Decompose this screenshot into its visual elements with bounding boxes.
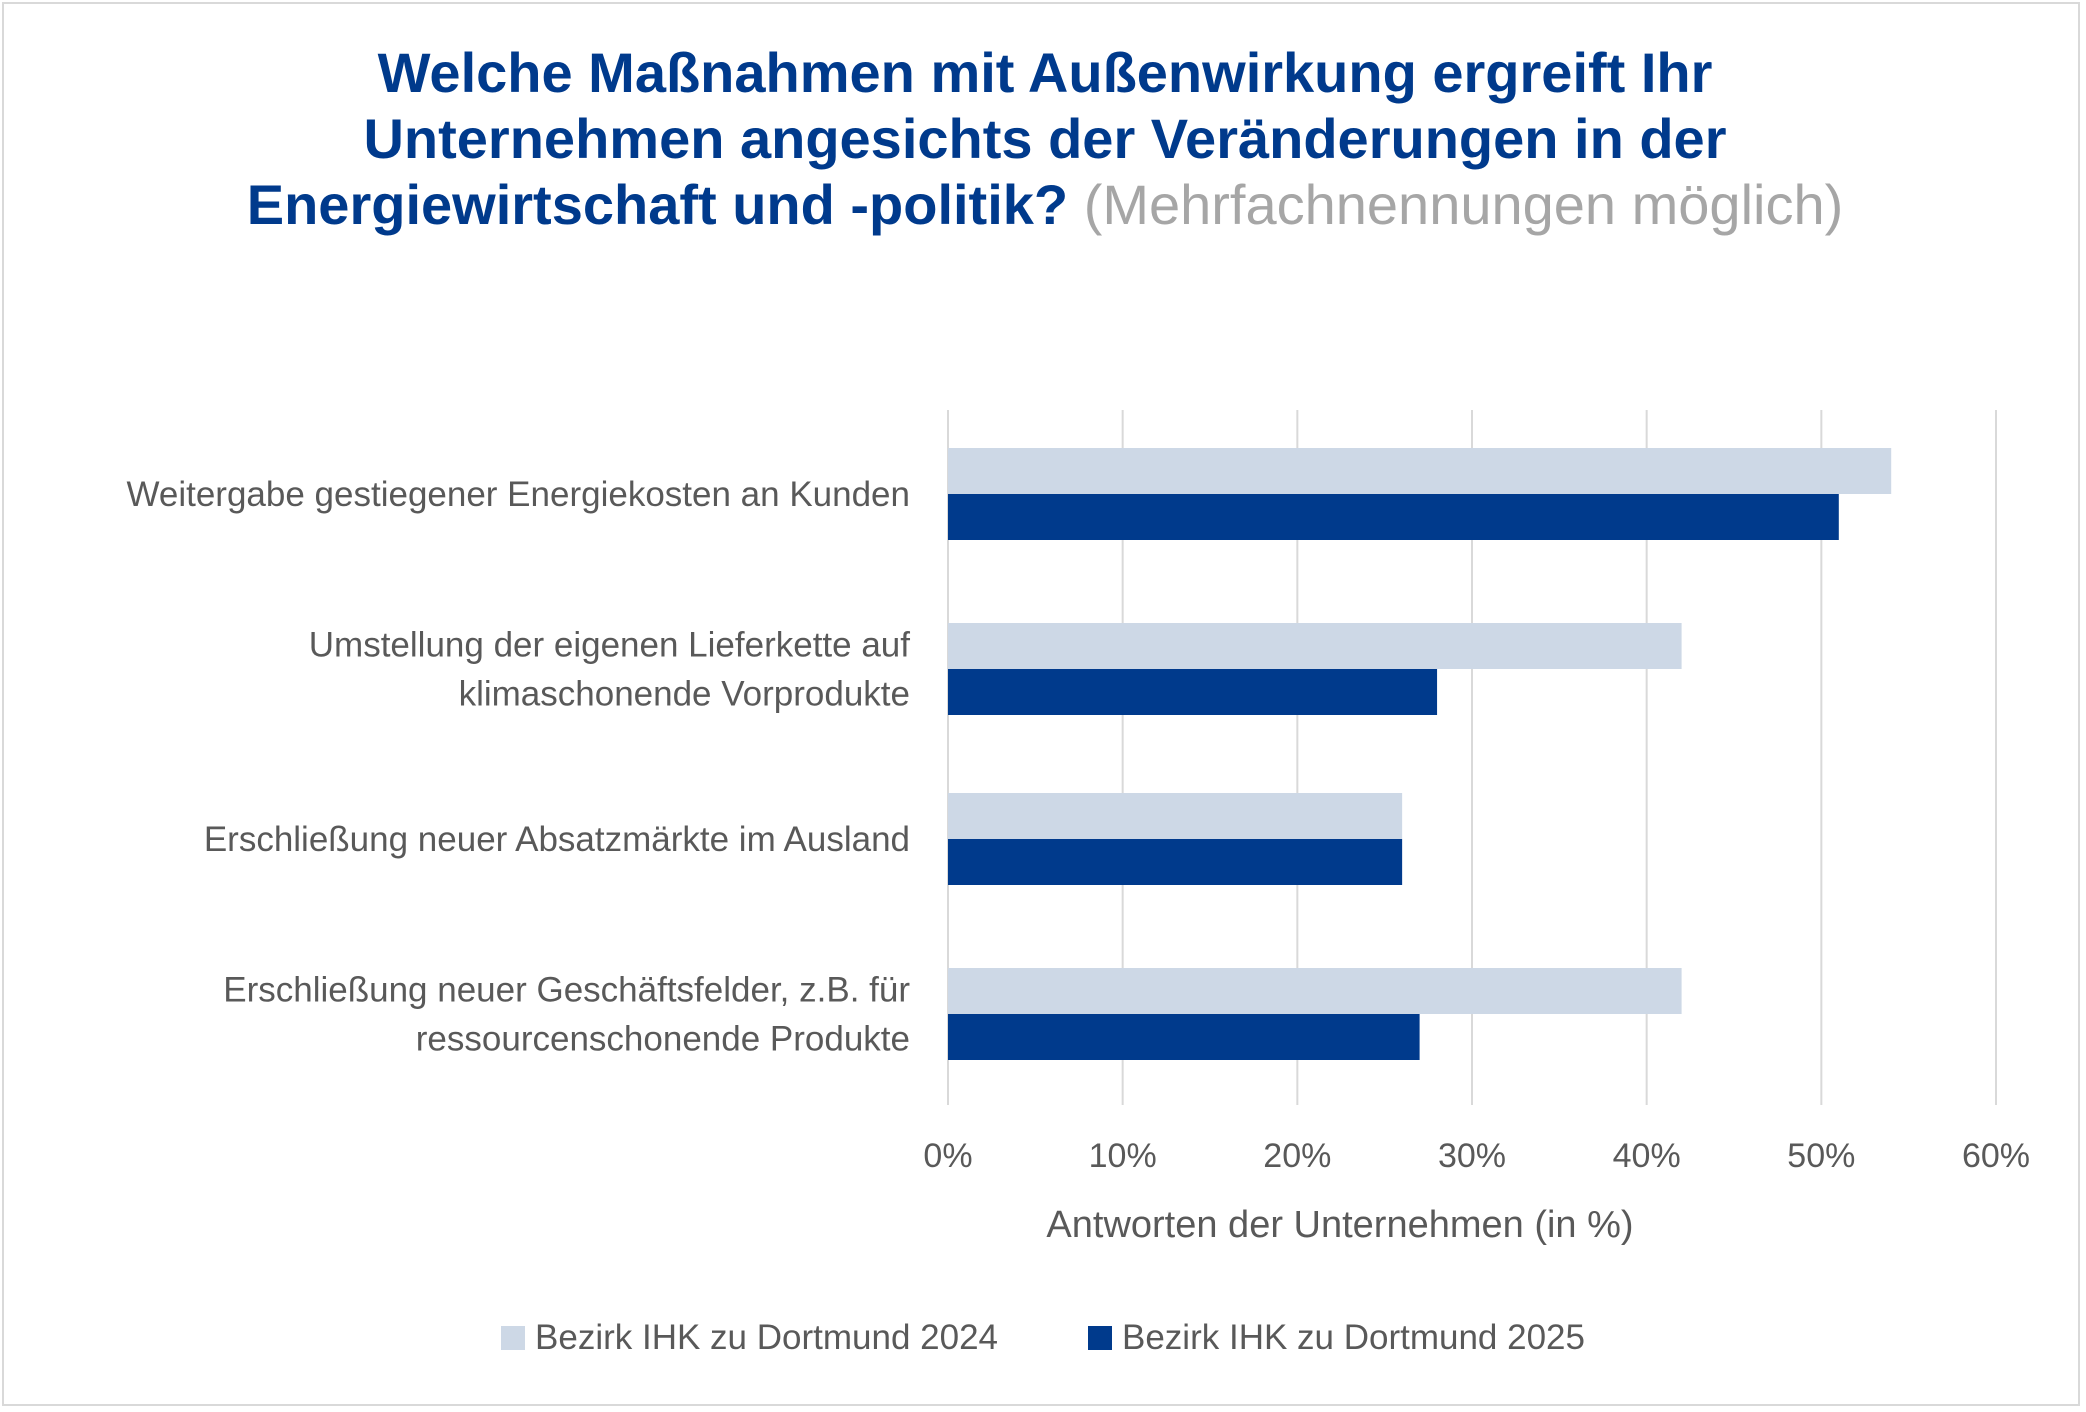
legend-item-2025[interactable]: Bezirk IHK zu Dortmund 2025: [1088, 1318, 1585, 1358]
bar-2024-3: [948, 968, 1682, 1014]
legend-label-2024: Bezirk IHK zu Dortmund 2024: [535, 1318, 998, 1357]
category-label-1-1: klimaschonende Vorprodukte: [459, 675, 910, 714]
x-tick-label-1: 10%: [1089, 1137, 1157, 1175]
bar-2025-2: [948, 839, 1403, 885]
category-label-3-1: ressourcenschonende Produkte: [416, 1020, 910, 1059]
x-tick-label-0: 0%: [923, 1137, 972, 1175]
category-label-0-0: Weitergabe gestiegener Energiekosten an …: [126, 475, 910, 514]
chart-subtitle: (Mehrfachnennungen möglich): [1083, 173, 1844, 236]
bar-2024-0: [948, 448, 1892, 494]
x-tick-label-5: 50%: [1787, 1137, 1855, 1175]
chart-title-main: Welche Maßnahmen mit Außenwirkung ergrei…: [246, 41, 1727, 236]
x-tick-label-2: 20%: [1263, 1137, 1331, 1175]
legend-label-2025: Bezirk IHK zu Dortmund 2025: [1122, 1318, 1585, 1357]
bar-2025-3: [948, 1014, 1420, 1060]
bar-2024-1: [948, 623, 1682, 669]
x-tick-label-6: 60%: [1962, 1137, 2030, 1175]
category-label-1-0: Umstellung der eigenen Lieferkette auf: [309, 626, 910, 665]
chart-title: Welche Maßnahmen mit Außenwirkung ergrei…: [200, 40, 1890, 238]
x-tick-label-3: 30%: [1438, 1137, 1506, 1175]
legend-item-2024[interactable]: Bezirk IHK zu Dortmund 2024: [501, 1318, 998, 1358]
category-label-3-0: Erschließung neuer Geschäftsfelder, z.B.…: [223, 971, 910, 1010]
category-label-2-0: Erschließung neuer Absatzmärkte im Ausla…: [204, 820, 910, 859]
bar-2025-0: [948, 494, 1839, 540]
bar-2024-2: [948, 793, 1403, 839]
bars: [948, 448, 1892, 1060]
legend-swatch-2025: [1088, 1326, 1112, 1350]
legend: Bezirk IHK zu Dortmund 2024 Bezirk IHK z…: [0, 1318, 2086, 1358]
category-labels: Weitergabe gestiegener Energiekosten an …: [126, 475, 910, 1059]
legend-swatch-2024: [501, 1326, 526, 1350]
x-axis-title: Antworten der Unternehmen (in %): [1046, 1204, 1633, 1246]
x-tick-labels: 0% 10% 20% 30% 40% 50% 60%: [923, 1137, 2030, 1175]
bar-2025-1: [948, 669, 1438, 715]
x-tick-label-4: 40%: [1613, 1137, 1681, 1175]
